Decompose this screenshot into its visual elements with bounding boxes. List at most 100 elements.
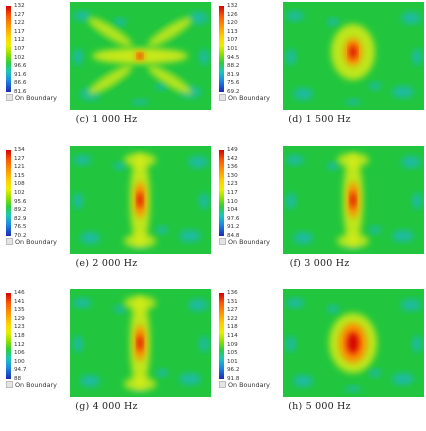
legend-tick: 97.6	[227, 215, 240, 222]
legend-tick: 132	[14, 3, 25, 9]
panel-caption: (f) 3 000 Hz	[289, 258, 350, 269]
legend-tick: 118	[14, 332, 25, 339]
legend-color-bar	[219, 293, 224, 379]
legend-tick: 141	[14, 298, 25, 305]
panel-caption: (d) 1 500 Hz	[288, 114, 351, 125]
legend-tick: 102	[14, 189, 25, 196]
legend-color-bar	[219, 6, 224, 92]
contour-plot	[283, 146, 424, 254]
legend-tick: 136	[227, 164, 238, 171]
legend-tick: 94.7	[14, 367, 27, 374]
legend-tick: 142	[227, 155, 238, 162]
contour-plot	[283, 2, 424, 110]
legend-color-bar	[6, 150, 11, 236]
legend-tick: 91.2	[227, 224, 240, 231]
legend-tick: 110	[227, 198, 238, 205]
on-boundary-label: On Boundary	[6, 381, 57, 389]
panel-g: 146 141 135 129 123 118 112 106 100 94.7…	[0, 287, 213, 431]
contour-plot	[70, 2, 211, 110]
legend-tick: 123	[14, 324, 25, 331]
legend-tick: 109	[227, 341, 238, 348]
legend-tick: 108	[14, 181, 25, 188]
panel-caption: (e) 2 000 Hz	[75, 258, 138, 269]
contour-plot	[283, 289, 424, 397]
legend-tick: 114	[227, 332, 238, 339]
panel-e: 134 127 121 115 108 102 95.6 89.2 82.9 7…	[0, 144, 213, 288]
on-boundary-label: On Boundary	[6, 94, 57, 102]
legend-tick: 101	[227, 358, 238, 365]
legend-ticks: 132 127 122 117 112 107 102 96.6 91.6 86…	[14, 2, 26, 97]
legend-tick: 112	[14, 341, 25, 348]
panel-caption: (c) 1 000 Hz	[75, 114, 138, 125]
on-boundary-label: On Boundary	[219, 238, 270, 246]
legend-tick: 115	[14, 172, 25, 179]
legend-tick: 69.2	[227, 88, 240, 95]
legend-tick: 106	[14, 350, 25, 357]
legend-tick: 126	[227, 11, 238, 18]
legend-tick: 96.6	[14, 63, 27, 70]
legend-color-bar	[219, 150, 224, 236]
legend-ticks: 134 127 121 115 108 102 95.6 89.2 82.9 7…	[14, 146, 26, 241]
legend-tick: 120	[227, 20, 238, 27]
legend-tick: 91.6	[14, 71, 27, 78]
legend-tick: 86.6	[14, 80, 27, 87]
legend-tick: 104	[227, 207, 238, 214]
legend-tick: 149	[227, 147, 238, 153]
panel-d: 132 126 120 113 107 101 94.5 88.2 81.9 7…	[213, 0, 426, 144]
legend-tick: 132	[227, 3, 238, 9]
legend-tick: 70.2	[14, 232, 27, 239]
legend-tick: 94.5	[227, 54, 240, 61]
legend-tick: 129	[14, 315, 25, 322]
legend-tick: 76.5	[14, 224, 27, 231]
legend-tick: 107	[14, 45, 25, 52]
legend-tick: 135	[14, 307, 25, 314]
legend-tick: 130	[227, 172, 238, 179]
legend-tick: 121	[14, 164, 25, 171]
color-legend: 136 131 127 122 118 114 109 105 101 96.2…	[219, 289, 281, 399]
contour-plot	[70, 289, 211, 397]
color-legend: 132 127 122 117 112 107 102 96.6 91.6 86…	[6, 2, 68, 112]
legend-tick: 123	[227, 181, 238, 188]
on-boundary-label: On Boundary	[219, 94, 270, 102]
legend-ticks: 132 126 120 113 107 101 94.5 88.2 81.9 7…	[227, 2, 239, 97]
legend-tick: 113	[227, 28, 238, 35]
legend-tick: 101	[227, 45, 238, 52]
legend-tick: 95.6	[14, 198, 27, 205]
color-legend: 149 142 136 130 123 117 110 104 97.6 91.…	[219, 146, 281, 256]
legend-tick: 127	[14, 155, 25, 162]
panel-caption: (g) 4 000 Hz	[75, 401, 138, 412]
legend-tick: 81.6	[14, 88, 27, 95]
color-legend: 132 126 120 113 107 101 94.5 88.2 81.9 7…	[219, 2, 281, 112]
legend-tick: 88	[14, 375, 22, 382]
legend-ticks: 146 141 135 129 123 118 112 106 100 94.7…	[14, 289, 26, 384]
legend-tick: 107	[227, 37, 238, 44]
legend-tick: 89.2	[14, 207, 27, 214]
legend-tick: 100	[14, 358, 25, 365]
contour-plot	[70, 146, 211, 254]
legend-tick: 136	[227, 290, 238, 296]
legend-tick: 118	[227, 324, 238, 331]
legend-tick: 122	[14, 20, 25, 27]
legend-tick: 81.9	[227, 71, 240, 78]
legend-tick: 88.2	[227, 63, 240, 70]
on-boundary-label: On Boundary	[6, 238, 57, 246]
legend-color-bar	[6, 293, 11, 379]
legend-tick: 127	[14, 11, 25, 18]
color-legend: 146 141 135 129 123 118 112 106 100 94.7…	[6, 289, 68, 399]
legend-tick: 112	[14, 37, 25, 44]
legend-tick: 105	[227, 350, 238, 357]
legend-tick: 75.6	[227, 80, 240, 87]
legend-tick: 91.8	[227, 375, 240, 382]
legend-tick: 102	[14, 54, 25, 61]
legend-ticks: 149 142 136 130 123 117 110 104 97.6 91.…	[227, 146, 239, 241]
legend-tick: 134	[14, 147, 25, 153]
legend-tick: 96.2	[227, 367, 240, 374]
legend-tick: 117	[14, 28, 25, 35]
color-legend: 134 127 121 115 108 102 95.6 89.2 82.9 7…	[6, 146, 68, 256]
panel-f: 149 142 136 130 123 117 110 104 97.6 91.…	[213, 144, 426, 288]
panel-c: 132 127 122 117 112 107 102 96.6 91.6 86…	[0, 0, 213, 144]
legend-tick: 122	[227, 315, 238, 322]
legend-tick: 127	[227, 307, 238, 314]
panel-caption: (h) 5 000 Hz	[288, 401, 351, 412]
legend-tick: 82.9	[14, 215, 27, 222]
